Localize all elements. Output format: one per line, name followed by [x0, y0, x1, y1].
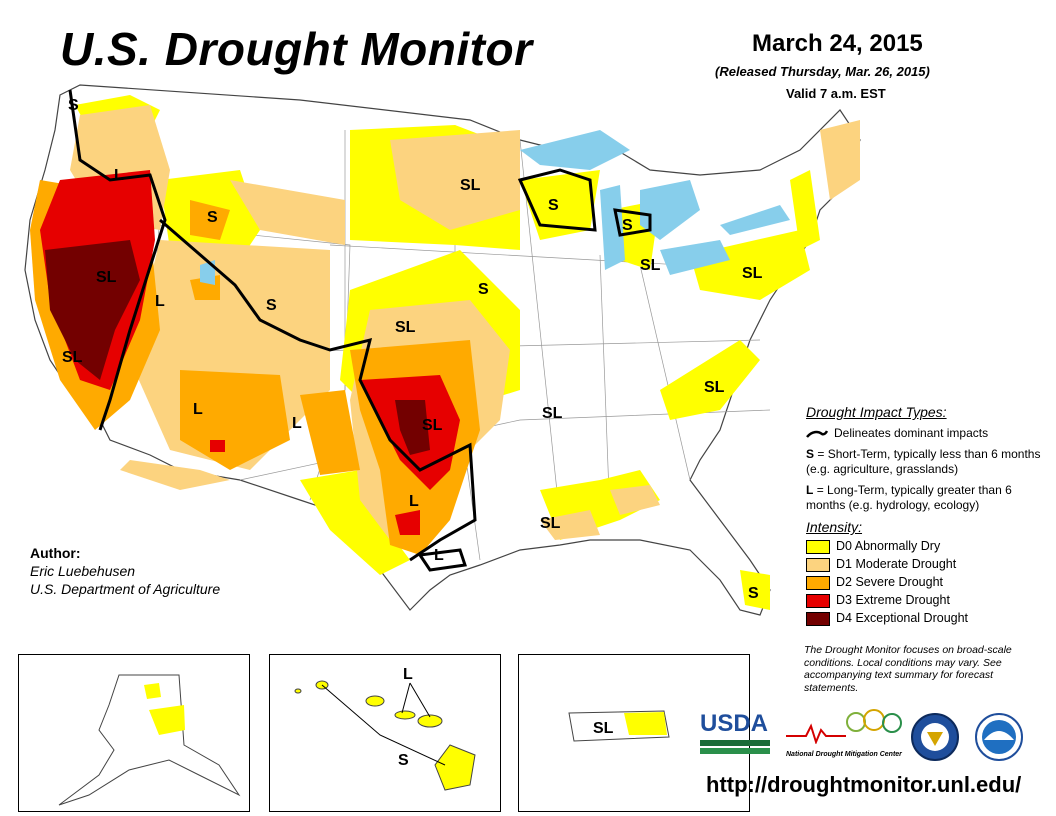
label-pnw-l: L: [114, 167, 124, 184]
alaska-map: [58, 674, 241, 806]
label-va-sl: SL: [704, 379, 725, 396]
short-term-desc: = Short-Term, typically less than 6 mont…: [806, 447, 1041, 476]
label-ar-sl: SL: [542, 405, 563, 422]
legend: Drought Impact Types: Delineates dominan…: [806, 404, 1046, 627]
water-bodies: [200, 130, 790, 285]
label-id-s: S: [207, 209, 218, 226]
ndmc-line1: National: [786, 751, 814, 758]
label-hi-l: L: [403, 666, 413, 683]
label-ny-sl: SL: [742, 265, 763, 282]
legend-d0-label: D0 Abnormally Dry: [836, 539, 941, 553]
legend-d4-label: D4 Exceptional Drought: [836, 611, 969, 625]
legend-d2: D2 Severe Drought: [806, 573, 1046, 591]
label-nm-l: L: [292, 415, 302, 432]
short-term-key: S: [806, 447, 815, 461]
impact-boundary-lines: [68, 89, 652, 572]
hawaii-inset: L S: [269, 654, 501, 812]
author-block: Author: Eric Luebehusen U.S. Department …: [30, 544, 220, 598]
author-name: Eric Luebehusen: [30, 563, 136, 579]
map-title: U.S. Drought Monitor: [60, 23, 533, 75]
valid-time: Valid 7 a.m. EST: [786, 86, 886, 101]
label-la-sl: SL: [540, 515, 561, 532]
label-mi-s: S: [622, 217, 633, 234]
swatch-d1: [806, 557, 830, 572]
puerto-rico-inset: SL: [518, 654, 750, 812]
label-ca-sl: SL: [62, 349, 83, 366]
label-fl-s: S: [748, 585, 759, 602]
swatch-d3: [806, 593, 830, 608]
alaska-inset: [18, 654, 250, 812]
swatch-d2: [806, 575, 830, 590]
label-pr-sl: SL: [593, 720, 614, 737]
legend-d4: D4 Exceptional Drought: [806, 609, 1046, 627]
impact-line-icon: [806, 430, 829, 438]
author-heading: Author:: [30, 545, 81, 561]
usda-logo: USDA: [700, 710, 770, 760]
noaa-logo-icon: [975, 713, 1023, 761]
short-term-row: S = Short-Term, typically less than 6 mo…: [806, 447, 1046, 477]
puerto-rico-map: SL: [568, 710, 670, 742]
label-nd-sl: SL: [460, 177, 481, 194]
impact-labels: S L S SL L SL S L L SL SL S SL L L S S S…: [62, 97, 763, 602]
legend-d0: D0 Abnormally Dry: [806, 537, 1046, 555]
legend-d3-label: D3 Extreme Drought: [836, 593, 950, 607]
usda-logo-text: USDA: [700, 710, 769, 737]
label-tx-l2: L: [434, 547, 444, 564]
doc-seal-icon: [911, 713, 959, 761]
release-date: (Released Thursday, Mar. 26, 2015): [715, 64, 930, 79]
label-wi-s: S: [548, 197, 559, 214]
ndmc-trees-icon: [786, 709, 902, 745]
impact-types-heading: Drought Impact Types:: [806, 404, 947, 420]
label-wy-s: S: [266, 297, 277, 314]
label-nw-s: S: [68, 97, 79, 114]
long-term-row: L = Long-Term, typically greater than 6 …: [806, 483, 1046, 513]
legend-d1-label: D1 Moderate Drought: [836, 557, 957, 571]
website-url[interactable]: http://droughtmonitor.unl.edu/: [706, 772, 1022, 797]
label-tx-l: L: [409, 493, 419, 510]
label-mi-sl: SL: [640, 257, 661, 274]
ndmc-line2: Drought Mitigation Center: [815, 751, 902, 758]
hawaii-map: L S: [294, 666, 476, 791]
legend-d1: D1 Moderate Drought: [806, 555, 1046, 573]
label-ne-s: S: [478, 281, 489, 298]
swatch-d4: [806, 611, 830, 626]
label-nv-sl: SL: [96, 269, 117, 286]
disclaimer: The Drought Monitor focuses on broad-sca…: [804, 644, 1012, 694]
intensity-heading: Intensity:: [806, 519, 863, 535]
label-ok-sl: SL: [422, 417, 443, 434]
delineates-row: Delineates dominant impacts: [806, 426, 1046, 441]
ndmc-logo: National Drought Mitigation Center: [786, 708, 906, 758]
legend-d2-label: D2 Severe Drought: [836, 575, 944, 589]
label-co-sl: SL: [395, 319, 416, 336]
d4-areas: [45, 240, 430, 455]
swatch-d0: [806, 539, 830, 554]
long-term-key: L: [806, 483, 814, 497]
label-ut-l: L: [155, 293, 165, 310]
legend-d3: D3 Extreme Drought: [806, 591, 1046, 609]
label-hi-s: S: [398, 752, 409, 769]
author-organization: U.S. Department of Agriculture: [30, 581, 221, 597]
long-term-desc: = Long-Term, typically greater than 6 mo…: [806, 483, 1012, 512]
intensity-legend: Intensity: D0 Abnormally Dry D1 Moderate…: [806, 519, 1046, 627]
label-az-l: L: [193, 401, 203, 418]
delineates-text: Delineates dominant impacts: [834, 426, 989, 440]
map-date: March 24, 2015: [752, 30, 923, 57]
